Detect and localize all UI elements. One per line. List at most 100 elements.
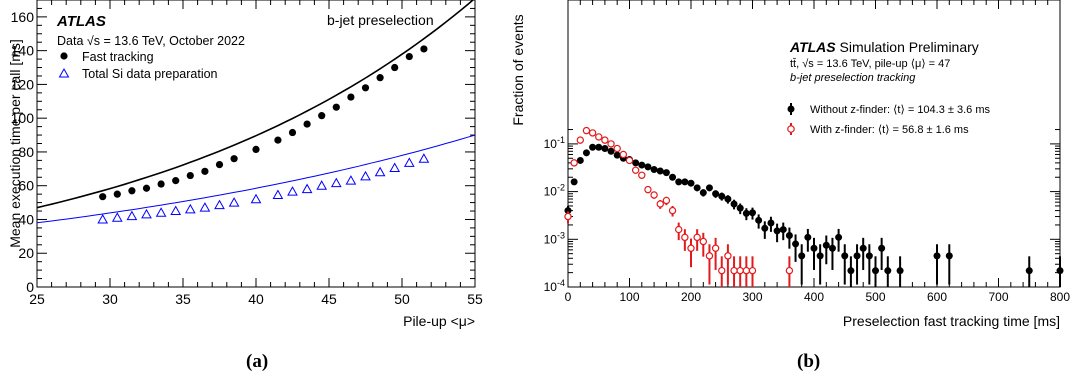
legend-a-marker-si-data-prep bbox=[58, 67, 70, 78]
point-without-zfinder bbox=[687, 179, 695, 187]
point-fast-tracking bbox=[318, 112, 326, 120]
panel-b-time-distribution: 0 100 200 300 400 500 600 700 800 10-4 10-3 10-2 10-… bbox=[510, 0, 1070, 329]
point-fast-tracking bbox=[420, 45, 428, 53]
x-tick-label-a: 45 bbox=[321, 291, 337, 307]
legend-b-label-with: With z-finder: ⟨t⟩ = 56.8 ± 1.6 ms bbox=[810, 124, 969, 136]
legend-a-label-fast-tracking: Fast tracking bbox=[82, 50, 154, 64]
point-si-data-prep bbox=[301, 183, 313, 194]
x-tick-label-a: 50 bbox=[394, 291, 410, 307]
point-si-data-prep bbox=[374, 166, 386, 177]
point-si-data-prep bbox=[126, 210, 138, 221]
legend-a-label-si-data-prep: Total Si data preparation bbox=[82, 67, 218, 81]
x-tick-label-b: 0 bbox=[565, 290, 572, 304]
point-fast-tracking bbox=[113, 190, 121, 198]
y-tick-label-b: 10-3 bbox=[544, 230, 565, 246]
panel-a-time-vs-pileup: 25 30 35 40 45 50 55 0 20 40 60 80 100 120 140 160 b-je… bbox=[7, 0, 483, 329]
x-tick-label-b: 100 bbox=[619, 290, 639, 304]
fit-curve-0 bbox=[36, 0, 475, 209]
point-without-zfinder bbox=[1056, 267, 1064, 275]
x-tick-label-a: 25 bbox=[29, 291, 45, 307]
point-without-zfinder bbox=[669, 173, 677, 181]
point-fast-tracking bbox=[405, 52, 413, 61]
y-tick-label-a: 120 bbox=[11, 76, 35, 92]
point-fast-tracking bbox=[274, 136, 282, 144]
point-with-zfinder bbox=[785, 266, 794, 275]
x-tick-label-b: 400 bbox=[804, 290, 824, 304]
point-with-zfinder bbox=[619, 150, 628, 159]
point-without-zfinder bbox=[601, 145, 609, 153]
panel-a-axes: 25 30 35 40 45 50 55 0 20 40 60 80 100 120 140 160 bbox=[11, 0, 483, 307]
panel-b-conditions-label: tt̄, √s = 13.6 TeV, pile-up ⟨μ⟩ = 47 bbox=[790, 58, 950, 70]
point-with-zfinder bbox=[607, 140, 615, 148]
point-fast-tracking bbox=[347, 93, 355, 101]
x-tick-label-a: 40 bbox=[248, 291, 264, 307]
point-without-zfinder bbox=[1025, 267, 1033, 275]
point-without-zfinder bbox=[804, 233, 812, 241]
fit-curve-1 bbox=[36, 134, 476, 224]
point-without-zfinder bbox=[718, 192, 726, 200]
point-with-zfinder bbox=[601, 136, 609, 144]
point-with-zfinder bbox=[742, 266, 751, 275]
panel-a-data-label: Data √s = 13.6 TeV, October 2022 bbox=[57, 34, 245, 48]
point-without-zfinder bbox=[632, 159, 640, 167]
point-with-zfinder bbox=[718, 266, 726, 275]
point-without-zfinder bbox=[730, 200, 738, 208]
panel-a-xlabel: Pile-up <μ> bbox=[403, 313, 475, 329]
point-fast-tracking bbox=[172, 177, 180, 185]
point-without-zfinder bbox=[847, 267, 855, 275]
panel-a-title: b-jet preselection bbox=[327, 12, 434, 28]
point-fast-tracking bbox=[376, 74, 384, 82]
panel-a-markers bbox=[97, 45, 430, 224]
panel-a-ylabel: Mean execution time per call [ms] bbox=[7, 39, 23, 248]
point-without-zfinder bbox=[828, 244, 836, 252]
point-without-zfinder bbox=[699, 189, 707, 197]
point-without-zfinder bbox=[872, 267, 879, 275]
point-with-zfinder bbox=[638, 171, 646, 179]
point-without-zfinder bbox=[816, 252, 824, 260]
point-without-zfinder bbox=[761, 224, 769, 232]
point-without-zfinder bbox=[705, 184, 713, 192]
point-without-zfinder bbox=[841, 252, 849, 260]
point-with-zfinder bbox=[650, 191, 658, 199]
point-without-zfinder bbox=[595, 143, 603, 151]
point-si-data-prep bbox=[97, 213, 109, 224]
point-without-zfinder bbox=[835, 233, 843, 241]
point-si-data-prep bbox=[360, 170, 371, 181]
panel-b-selection-label: b-jet preselection tracking bbox=[790, 72, 916, 84]
point-with-zfinder bbox=[730, 266, 738, 275]
point-si-data-prep bbox=[111, 212, 123, 222]
point-without-zfinder bbox=[693, 184, 701, 192]
point-si-data-prep bbox=[199, 202, 211, 212]
point-without-zfinder bbox=[662, 169, 670, 177]
point-without-zfinder bbox=[865, 252, 873, 260]
point-without-zfinder bbox=[644, 163, 652, 171]
point-with-zfinder bbox=[625, 156, 634, 165]
point-without-zfinder bbox=[767, 219, 775, 227]
legend-b-marker-with bbox=[787, 125, 795, 133]
point-si-data-prep bbox=[389, 162, 401, 172]
panel-b-axes: 0 100 200 300 400 500 600 700 800 10-4 10-3 10-2 10-… bbox=[544, 0, 1070, 304]
point-fast-tracking bbox=[361, 84, 370, 92]
caption-b: (b) bbox=[797, 351, 821, 372]
point-si-data-prep bbox=[141, 208, 152, 219]
point-with-zfinder bbox=[693, 233, 701, 242]
point-with-zfinder bbox=[687, 244, 695, 252]
y-tick-label-a: 80 bbox=[18, 144, 34, 160]
y-tick-label-a: 40 bbox=[18, 211, 34, 227]
point-si-data-prep bbox=[184, 203, 196, 214]
panel-b-atlas-label: ATLAS Simulation Preliminary bbox=[789, 39, 979, 55]
point-si-data-prep bbox=[330, 177, 342, 188]
point-without-zfinder bbox=[582, 149, 590, 157]
x-tick-label-b: 800 bbox=[1050, 290, 1070, 304]
point-with-zfinder bbox=[711, 244, 720, 252]
point-si-data-prep bbox=[287, 186, 298, 196]
point-without-zfinder bbox=[736, 204, 744, 212]
point-without-zfinder bbox=[607, 147, 615, 155]
point-fast-tracking bbox=[391, 63, 399, 72]
y-tick-label-b: 10-1 bbox=[544, 135, 565, 151]
point-fast-tracking bbox=[201, 167, 209, 175]
point-with-zfinder bbox=[662, 196, 671, 205]
point-with-zfinder bbox=[681, 233, 689, 242]
point-with-zfinder bbox=[582, 126, 591, 135]
point-without-zfinder bbox=[779, 226, 787, 234]
